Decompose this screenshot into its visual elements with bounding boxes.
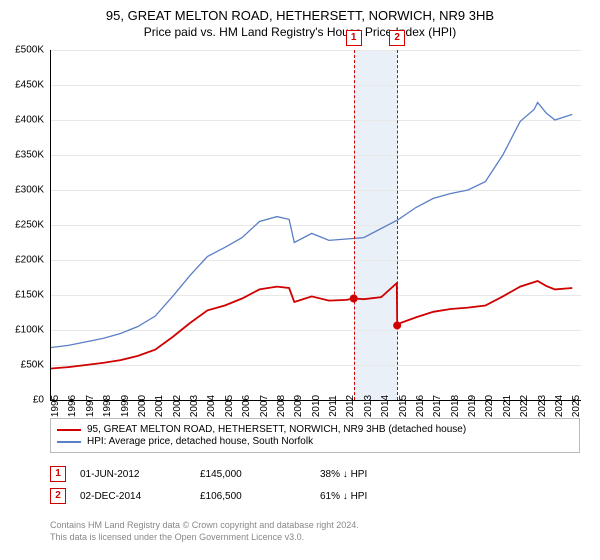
event-marker-top: 2 [389, 30, 405, 46]
line-layer [51, 50, 581, 400]
x-tick-label: 2019 [467, 395, 478, 417]
x-tick-label: 2011 [328, 395, 339, 417]
plot-region: 12 [50, 50, 581, 401]
y-tick-label: £150K [15, 290, 44, 301]
title-address: 95, GREAT MELTON ROAD, HETHERSETT, NORWI… [0, 8, 600, 23]
event-marker-top: 1 [346, 30, 362, 46]
event-row-1: 1 01-JUN-2012 £145,000 38% ↓ HPI [50, 466, 580, 482]
title-block: 95, GREAT MELTON ROAD, HETHERSETT, NORWI… [0, 0, 600, 39]
event-delta-1: 38% ↓ HPI [320, 469, 440, 480]
x-tick-label: 1995 [50, 395, 61, 417]
event-price-1: £145,000 [200, 469, 320, 480]
y-tick-label: £0 [33, 395, 44, 406]
event-vline [354, 50, 355, 400]
x-tick-label: 2004 [206, 395, 217, 417]
x-tick-label: 2020 [484, 395, 495, 417]
x-tick-label: 2021 [502, 395, 513, 417]
y-tick-label: £450K [15, 80, 44, 91]
x-tick-label: 2013 [363, 395, 374, 417]
legend-label-property: 95, GREAT MELTON ROAD, HETHERSETT, NORWI… [87, 424, 466, 435]
x-tick-label: 2006 [241, 395, 252, 417]
series-property [51, 281, 572, 369]
x-tick-label: 2015 [398, 395, 409, 417]
event-date-1: 01-JUN-2012 [80, 469, 200, 480]
title-subtitle: Price paid vs. HM Land Registry's House … [0, 25, 600, 39]
y-tick-label: £400K [15, 115, 44, 126]
event-vline [397, 50, 398, 400]
event-marker-1: 1 [50, 466, 66, 482]
x-tick-label: 2010 [311, 395, 322, 417]
footer-line2: This data is licensed under the Open Gov… [50, 532, 580, 544]
y-tick-label: £200K [15, 255, 44, 266]
x-tick-label: 2001 [154, 395, 165, 417]
event-delta-2: 61% ↓ HPI [320, 491, 440, 502]
x-tick-label: 2017 [432, 395, 443, 417]
legend-item-hpi: HPI: Average price, detached house, Sout… [57, 436, 573, 447]
legend-item-property: 95, GREAT MELTON ROAD, HETHERSETT, NORWI… [57, 424, 573, 435]
legend-swatch-property [57, 429, 81, 431]
x-tick-label: 1997 [85, 395, 96, 417]
x-tick-label: 2003 [189, 395, 200, 417]
x-tick-label: 2024 [554, 395, 565, 417]
y-tick-label: £250K [15, 220, 44, 231]
event-price-2: £106,500 [200, 491, 320, 502]
y-tick-label: £50K [21, 360, 44, 371]
x-tick-label: 2008 [276, 395, 287, 417]
x-tick-label: 2002 [172, 395, 183, 417]
x-tick-label: 2009 [293, 395, 304, 417]
chart-container: 95, GREAT MELTON ROAD, HETHERSETT, NORWI… [0, 0, 600, 560]
x-tick-label: 2005 [224, 395, 235, 417]
y-tick-label: £100K [15, 325, 44, 336]
event-row-2: 2 02-DEC-2014 £106,500 61% ↓ HPI [50, 488, 580, 504]
series-hpi [51, 103, 572, 348]
x-tick-label: 2018 [450, 395, 461, 417]
x-tick-label: 1999 [120, 395, 131, 417]
y-tick-label: £500K [15, 45, 44, 56]
x-tick-label: 2023 [537, 395, 548, 417]
x-tick-label: 2012 [345, 395, 356, 417]
events-table: 1 01-JUN-2012 £145,000 38% ↓ HPI 2 02-DE… [50, 460, 580, 510]
x-tick-label: 1996 [67, 395, 78, 417]
legend-label-hpi: HPI: Average price, detached house, Sout… [87, 436, 313, 447]
x-tick-label: 2025 [571, 395, 582, 417]
event-date-2: 02-DEC-2014 [80, 491, 200, 502]
footer-line1: Contains HM Land Registry data © Crown c… [50, 520, 580, 532]
legend-swatch-hpi [57, 441, 81, 443]
chart-area: 12 £0£50K£100K£150K£200K£250K£300K£350K£… [50, 50, 580, 400]
footer-attribution: Contains HM Land Registry data © Crown c… [50, 520, 580, 543]
legend-box: 95, GREAT MELTON ROAD, HETHERSETT, NORWI… [50, 418, 580, 453]
x-tick-label: 2014 [380, 395, 391, 417]
y-tick-label: £300K [15, 185, 44, 196]
event-marker-2: 2 [50, 488, 66, 504]
y-tick-label: £350K [15, 150, 44, 161]
x-tick-label: 2007 [259, 395, 270, 417]
x-tick-label: 2022 [519, 395, 530, 417]
x-tick-label: 2016 [415, 395, 426, 417]
x-tick-label: 1998 [102, 395, 113, 417]
x-tick-label: 2000 [137, 395, 148, 417]
